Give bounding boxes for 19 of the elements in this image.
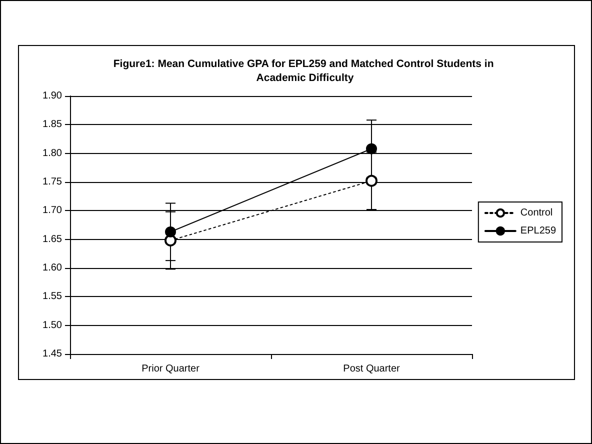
y-tick-label: 1.65: [42, 234, 62, 245]
y-tick-label: 1.90: [42, 90, 62, 102]
x-tick-label: Post Quarter: [343, 364, 401, 374]
y-tick-label: 1.85: [42, 119, 62, 130]
point: [164, 234, 176, 246]
legend-label: EPL259: [520, 226, 556, 236]
point: [366, 143, 377, 154]
point: [366, 174, 378, 187]
x-tick-label: Prior Quarter: [142, 364, 200, 374]
y-tick-label: 1.75: [42, 176, 62, 188]
point: [165, 226, 176, 238]
y-tick-label: 1.45: [42, 348, 62, 360]
y-tick-label: 1.50: [42, 320, 62, 331]
chart-title: Figure1: Mean Cumulative GPA for EPL259 and Matched Control Students in Academic Difficulty: [113, 58, 497, 84]
legend-label: Control: [520, 208, 553, 218]
y-tick-label: 1.55: [42, 291, 62, 302]
y-tick-label: 1.80: [42, 148, 62, 159]
y-tick-label: 1.70: [42, 205, 62, 216]
y-tick-label: 1.60: [42, 262, 62, 274]
